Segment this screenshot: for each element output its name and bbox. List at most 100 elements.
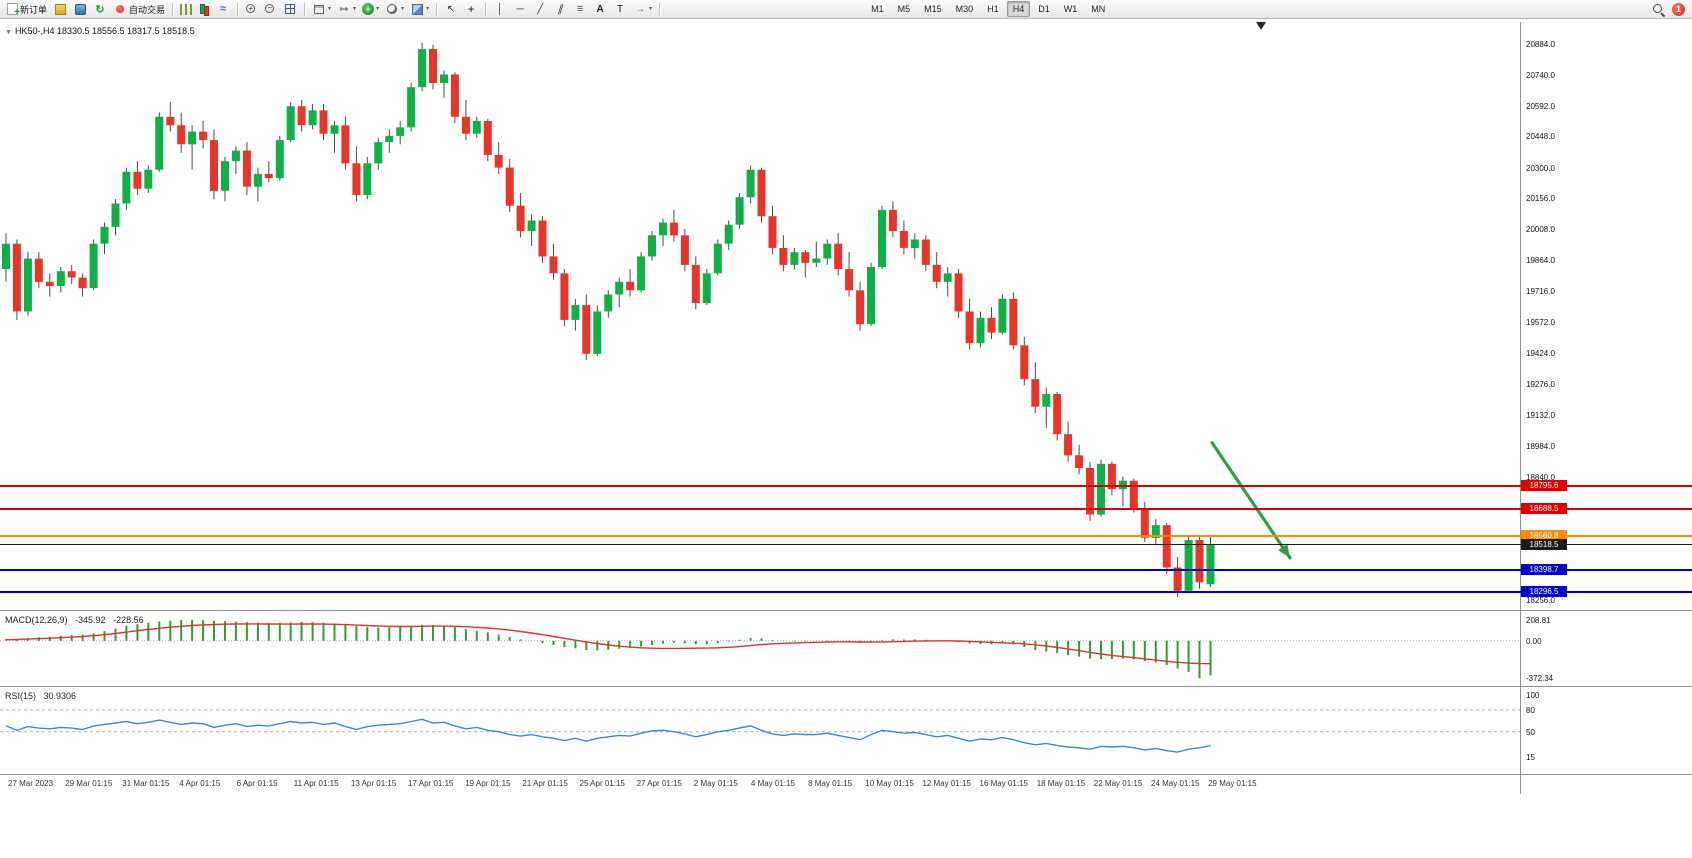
time-axis-label: 4 Apr 01:15: [179, 779, 221, 788]
periods-caret-icon[interactable]: ▾: [401, 6, 405, 12]
panel-separator[interactable]: [0, 774, 1692, 775]
panel-separator[interactable]: [0, 610, 1692, 611]
timeframe-m30[interactable]: M30: [955, 4, 974, 14]
price-tick-label: 19572.0: [1526, 317, 1555, 327]
time-axis[interactable]: 27 Mar 2023 29 Mar 01:15 31 Mar 01:15 4 Apr…: [0, 776, 1692, 794]
time-axis-label: 31 Mar 01:15: [122, 779, 170, 788]
refresh-button[interactable]: [91, 1, 109, 17]
candle-body: [483, 121, 492, 155]
candle-body: [845, 269, 854, 291]
market-watch-button[interactable]: [71, 1, 89, 17]
macd-panel-canvas[interactable]: [0, 612, 1520, 686]
vertical-line-icon: [493, 2, 507, 16]
panel-separator[interactable]: [0, 686, 1692, 687]
notification-badge[interactable]: 1: [1672, 2, 1685, 16]
add-indicator-button[interactable]: ▾: [360, 2, 381, 16]
price-tick-label: 20008.0: [1526, 225, 1555, 235]
candle-body: [1009, 298, 1018, 346]
trendline-button[interactable]: [531, 1, 549, 17]
fibonacci-button[interactable]: [571, 1, 589, 17]
search-icon[interactable]: [1652, 3, 1665, 16]
candle-body: [385, 135, 394, 143]
candle-body: [242, 150, 251, 187]
rsi-panel-canvas[interactable]: [0, 688, 1520, 774]
crosshair-button[interactable]: [462, 1, 480, 17]
candle-body: [1162, 525, 1171, 568]
arrows-button[interactable]: ▾: [631, 1, 654, 17]
candle-body: [1031, 379, 1040, 407]
price-tick-label: 18840.0: [1526, 472, 1555, 482]
periods-button[interactable]: ▾: [383, 1, 406, 17]
candle-body: [407, 87, 416, 128]
candle-body: [1107, 463, 1116, 490]
candle-body: [680, 235, 689, 265]
auto-trading-button[interactable]: 自动交易: [111, 1, 167, 17]
horizontal-line-button[interactable]: [511, 1, 529, 17]
zoom-out-icon: [264, 3, 277, 16]
candle-body: [1184, 540, 1193, 591]
candle-body: [418, 49, 427, 88]
candle-body: [1118, 480, 1127, 490]
price-tick-label: 19276.0: [1526, 380, 1555, 390]
auto-arrange-caret-icon[interactable]: ▾: [328, 6, 332, 12]
candle-body: [878, 209, 886, 267]
macd-label: MACD(12,26,9) -345.92 -228.56: [5, 615, 144, 625]
price-tick-label: 20300.0: [1526, 163, 1555, 173]
text-label-button[interactable]: [611, 1, 629, 17]
timeframe-h1[interactable]: H1: [987, 4, 999, 14]
toolbar-items: 新订单 自动交易 ▾ ▾ ▾ ▾ ▾ ▾ M1 M5 M15 M30 H1 H4 D1 W1 MN: [4, 1, 1112, 18]
zoom-out-button[interactable]: [262, 2, 279, 17]
timeframe-h4[interactable]: H4: [1006, 1, 1031, 17]
candle-body: [133, 171, 142, 189]
macd-tick-label: 0.00: [1526, 636, 1542, 646]
resistance-line-1-badge: 18795.6: [1521, 480, 1567, 492]
line-chart-button[interactable]: [214, 1, 232, 17]
templates-button[interactable]: ▾: [408, 1, 431, 17]
trend-arrow-head[interactable]: [1278, 544, 1290, 558]
zoom-in-button[interactable]: [243, 2, 260, 17]
trend-arrow-line[interactable]: [1210, 441, 1292, 560]
text-button[interactable]: [591, 1, 609, 17]
timeframe-mn[interactable]: MN: [1091, 4, 1106, 14]
candle-body: [100, 226, 109, 244]
candle-body: [56, 271, 65, 286]
chart-shift-button[interactable]: ▾: [335, 1, 358, 17]
candle-body: [1151, 525, 1160, 538]
history-center-button[interactable]: [51, 1, 69, 17]
price-tick-label: 19864.0: [1526, 255, 1555, 265]
symbol-dropdown-icon[interactable]: [5, 26, 12, 36]
time-axis-label: 8 May 01:15: [808, 779, 853, 788]
timeframe-w1[interactable]: W1: [1063, 4, 1078, 14]
tile-windows-icon: [283, 2, 297, 16]
timeframe-m1[interactable]: M1: [871, 4, 884, 14]
timeframe-d1[interactable]: D1: [1038, 4, 1050, 14]
macd-name: MACD(12,26,9): [5, 615, 68, 625]
templates-caret-icon[interactable]: ▾: [426, 6, 430, 12]
auto-arrange-button[interactable]: ▾: [310, 1, 333, 17]
add-indicator-caret-icon[interactable]: ▾: [376, 6, 380, 12]
horizontal-line-icon: [513, 2, 527, 16]
chart-shift-caret-icon[interactable]: ▾: [353, 6, 357, 12]
tile-windows-button[interactable]: [281, 1, 299, 17]
candle-body: [768, 216, 777, 248]
candle-body: [1053, 394, 1062, 435]
chart-shift-icon: [337, 2, 351, 16]
arrows-caret-icon[interactable]: ▾: [649, 6, 653, 12]
equidistant-channel-button[interactable]: [551, 1, 569, 17]
auto-trading-icon: [113, 2, 127, 16]
bar-chart-button[interactable]: [178, 3, 194, 16]
price-chart-canvas[interactable]: [0, 22, 1520, 610]
macd-tick-label: -372.34: [1526, 674, 1554, 684]
cursor-button[interactable]: [442, 1, 460, 17]
vertical-line-button[interactable]: [491, 1, 509, 17]
timeframe-m5[interactable]: M5: [897, 4, 911, 14]
refresh-icon: [93, 2, 107, 16]
candle-chart-button[interactable]: [196, 2, 212, 16]
chart-shift-marker[interactable]: [1256, 22, 1266, 30]
candle-body: [582, 305, 591, 354]
timeframe-m15[interactable]: M15: [924, 4, 942, 14]
candle-body: [560, 273, 569, 320]
new-order-button[interactable]: 新订单: [5, 2, 49, 18]
candle-chart-icon: [198, 3, 210, 16]
candle-body: [188, 131, 197, 145]
